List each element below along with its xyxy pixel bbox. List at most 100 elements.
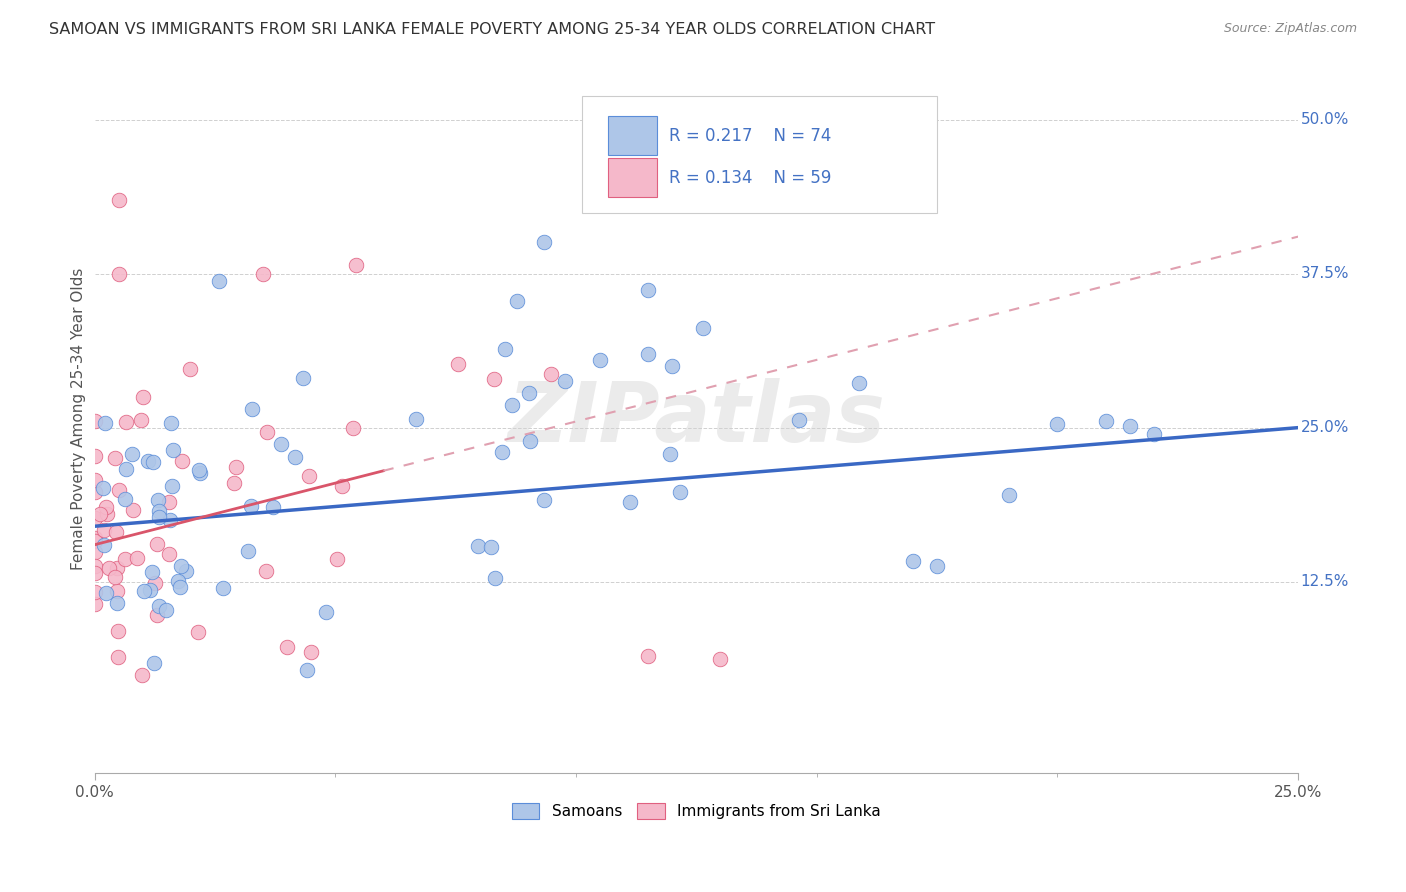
Point	[146, 536, 169, 550]
Point	[174, 565, 197, 579]
Point	[142, 455, 165, 469]
Point	[83, 566, 105, 580]
Point	[501, 399, 523, 413]
Point	[105, 584, 128, 599]
Point	[925, 558, 948, 573]
Point	[121, 447, 143, 461]
Point	[104, 451, 127, 466]
Point	[169, 580, 191, 594]
Point	[96, 500, 118, 514]
Point	[96, 507, 118, 521]
Point	[901, 554, 924, 568]
Point	[848, 376, 870, 391]
Point	[93, 538, 115, 552]
Point	[998, 488, 1021, 502]
Point	[619, 495, 641, 509]
Point	[83, 545, 105, 559]
Point	[94, 416, 117, 430]
Point	[325, 552, 347, 566]
Point	[554, 374, 576, 388]
Point	[148, 503, 170, 517]
Point	[127, 551, 149, 566]
Point	[131, 412, 153, 426]
Point	[661, 359, 683, 373]
Point	[170, 558, 193, 573]
Point	[83, 559, 105, 574]
Point	[637, 347, 659, 361]
Point	[170, 454, 193, 468]
Point	[482, 372, 505, 386]
Point	[225, 459, 247, 474]
Point	[533, 492, 555, 507]
Point	[83, 484, 105, 499]
Point	[143, 656, 166, 670]
Y-axis label: Female Poverty Among 25-34 Year Olds: Female Poverty Among 25-34 Year Olds	[72, 268, 86, 570]
Point	[83, 415, 105, 429]
Point	[107, 624, 129, 638]
Point	[298, 468, 321, 483]
Point	[83, 450, 105, 464]
Point	[252, 267, 274, 281]
Point	[589, 352, 612, 367]
Point	[159, 495, 181, 509]
Point	[1094, 415, 1116, 429]
Point	[276, 640, 298, 654]
Point	[107, 193, 129, 207]
FancyBboxPatch shape	[609, 116, 657, 155]
Point	[160, 417, 183, 431]
Point	[141, 565, 163, 579]
Point	[517, 386, 540, 401]
Point	[83, 510, 105, 524]
Point	[132, 583, 155, 598]
Point	[342, 421, 364, 435]
Text: 37.5%: 37.5%	[1301, 266, 1348, 281]
Point	[187, 625, 209, 640]
Point	[107, 267, 129, 281]
Point	[83, 473, 105, 487]
Point	[479, 540, 502, 554]
Point	[188, 463, 211, 477]
Point	[105, 597, 128, 611]
Point	[637, 648, 659, 663]
Point	[155, 603, 177, 617]
Point	[103, 570, 125, 584]
Point	[491, 445, 513, 459]
Point	[107, 483, 129, 498]
Point	[160, 479, 183, 493]
Point	[107, 650, 129, 665]
Point	[179, 361, 201, 376]
Point	[188, 466, 211, 480]
Point	[315, 605, 337, 619]
Point	[136, 454, 159, 468]
Point	[658, 447, 681, 461]
Point	[344, 258, 367, 272]
Point	[115, 461, 138, 475]
Point	[146, 608, 169, 623]
Point	[262, 500, 284, 514]
Point	[139, 582, 162, 597]
Point	[212, 581, 235, 595]
Point	[208, 274, 231, 288]
Text: 12.5%: 12.5%	[1301, 574, 1348, 590]
Point	[89, 508, 111, 522]
Legend: Samoans, Immigrants from Sri Lanka: Samoans, Immigrants from Sri Lanka	[506, 797, 887, 825]
Point	[105, 560, 128, 574]
Text: 25.0%: 25.0%	[1301, 420, 1348, 435]
Point	[240, 402, 263, 417]
FancyBboxPatch shape	[582, 96, 936, 213]
Text: ZIPatlas: ZIPatlas	[508, 378, 886, 458]
Text: R = 0.217    N = 74: R = 0.217 N = 74	[669, 127, 831, 145]
Point	[159, 513, 181, 527]
Point	[148, 599, 170, 613]
Point	[104, 524, 127, 539]
Point	[692, 321, 714, 335]
Point	[236, 543, 259, 558]
Point	[167, 574, 190, 588]
Point	[1143, 426, 1166, 441]
Point	[734, 121, 756, 136]
Point	[115, 415, 138, 429]
Point	[83, 597, 105, 611]
Point	[533, 235, 555, 249]
Point	[239, 500, 262, 514]
Point	[83, 533, 105, 548]
